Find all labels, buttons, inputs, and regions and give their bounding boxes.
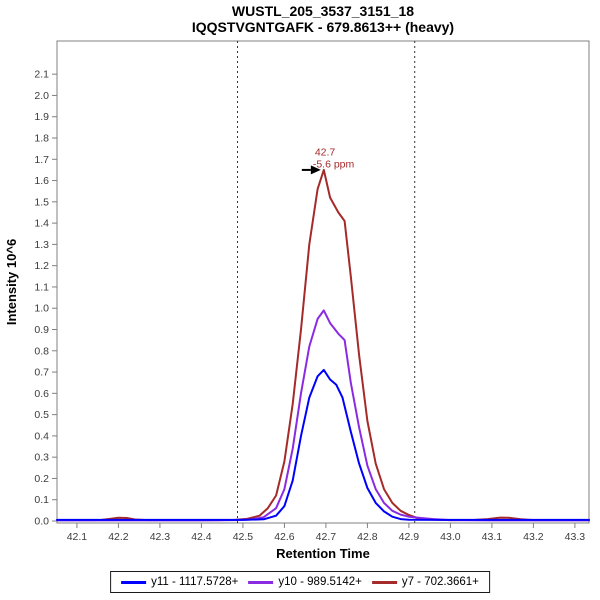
legend-swatch-y7 xyxy=(371,580,397,584)
x-axis-tick-label: 42.4 xyxy=(191,531,212,543)
y-axis-tick-label: 0.5 xyxy=(34,409,49,421)
x-axis-tick-label: 42.7 xyxy=(316,531,337,543)
y-axis-tick-label: 0.4 xyxy=(34,430,49,442)
y-axis-tick-label: 0.8 xyxy=(34,345,49,357)
x-axis-tick-label: 43.3 xyxy=(565,531,586,543)
y-axis-tick-label: 1.7 xyxy=(34,154,49,166)
y-axis-tick-label: 1.3 xyxy=(34,239,49,251)
legend-swatch-y11 xyxy=(121,580,147,584)
x-axis-tick-label: 42.1 xyxy=(67,531,88,543)
chart-title: WUSTL_205_3537_3151_18 IQQSTVGNTGAFK - 6… xyxy=(57,3,589,35)
y-axis-tick-label: 1.6 xyxy=(34,175,49,187)
legend-label-y10: y10 - 989.5142+ xyxy=(278,576,362,588)
y-axis-tick-label: 2.0 xyxy=(34,90,49,102)
series-line-y7 xyxy=(56,168,590,522)
x-axis-tick-label: 42.8 xyxy=(357,531,378,543)
chart-title-line2: IQQSTVGNTGAFK - 679.8613++ (heavy) xyxy=(191,19,455,35)
y-axis-tick-label: 0.2 xyxy=(34,473,49,485)
y-axis-tick-label: 1.2 xyxy=(34,260,49,272)
y-axis-tick-label: 0.1 xyxy=(34,494,49,506)
x-axis-tick-label: 42.2 xyxy=(108,531,129,543)
chart-title-line1: WUSTL_205_3537_3151_18 xyxy=(231,3,415,19)
legend-item-y10: y10 - 989.5142+ xyxy=(248,576,362,588)
legend-label-y11: y11 - 1117.5728+ xyxy=(151,576,239,588)
y-axis-tick-label: 2.1 xyxy=(34,69,49,81)
x-axis-tick-label: 42.5 xyxy=(233,531,254,543)
annotation-arrow-icon xyxy=(310,165,321,175)
x-axis-tick-label: 42.3 xyxy=(150,531,171,543)
legend-swatch-y10 xyxy=(248,580,274,584)
annotation-rt-label: 42.7 xyxy=(315,146,336,158)
y-axis-tick-label: 0.3 xyxy=(34,452,49,464)
legend: y11 - 1117.5728+ y10 - 989.5142+ y7 - 70… xyxy=(110,571,490,593)
x-axis-title: Retention Time xyxy=(276,546,370,561)
series-line-y10 xyxy=(56,309,590,522)
plot-border[interactable] xyxy=(56,40,590,524)
y-axis-tick-label: 1.4 xyxy=(34,218,49,230)
y-axis-tick-label: 0.6 xyxy=(34,388,49,400)
legend-item-y11: y11 - 1117.5728+ xyxy=(121,576,238,588)
x-axis-tick-label: 42.9 xyxy=(399,531,420,543)
y-axis-tick-label: 0.7 xyxy=(34,367,49,379)
legend-label-y7: y7 - 702.3661+ xyxy=(401,576,479,588)
legend-item-y7: y7 - 702.3661+ xyxy=(371,576,479,588)
x-axis-tick-label: 43.2 xyxy=(523,531,544,543)
y-axis-tick-label: 1.9 xyxy=(34,111,49,123)
y-axis-tick-label: 0.0 xyxy=(34,516,49,528)
y-axis-tick-label: 0.9 xyxy=(34,324,49,336)
x-axis-tick-label: 42.6 xyxy=(274,531,295,543)
y-axis-tick-label: 1.5 xyxy=(34,196,49,208)
y-axis-tick-label: 1.0 xyxy=(34,303,49,315)
series-line-y11 xyxy=(56,368,590,521)
annotation-ppm-label: -5.6 ppm xyxy=(313,158,355,170)
x-axis-tick-label: 43.0 xyxy=(440,531,461,543)
y-axis-tick-label: 1.1 xyxy=(34,281,49,293)
y-axis-title: Intensity 10^6 xyxy=(4,239,19,325)
x-axis-tick-label: 43.1 xyxy=(482,531,503,543)
y-axis-tick-label: 1.8 xyxy=(34,133,49,145)
